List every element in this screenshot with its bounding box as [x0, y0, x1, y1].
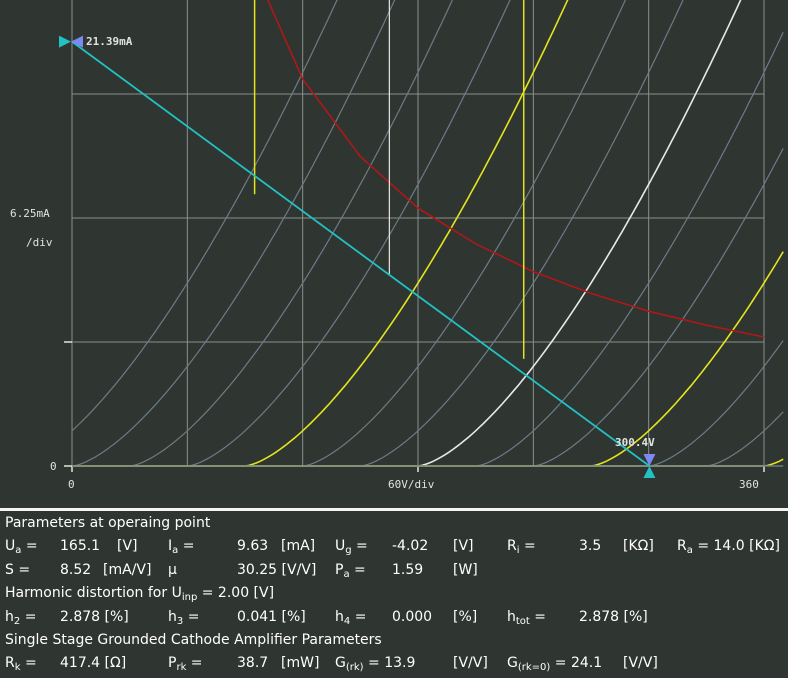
- prk-unit: [mW]: [281, 655, 320, 671]
- anode-characteristics-plot[interactable]: 6.25mA /div 0 0 60V/div 360 21.39mA 300.…: [0, 0, 788, 508]
- highlighted-tube-curve: [72, 0, 569, 467]
- mu-label: μ: [168, 562, 177, 578]
- ri-value: 3.5: [579, 538, 602, 554]
- heading-amplifier-parameters: Single Stage Grounded Cathode Amplifier …: [5, 632, 382, 648]
- current-marker-triangle-left: [59, 35, 71, 48]
- ua-unit: [V]: [117, 538, 138, 554]
- mu-value: 30.25 [V/V]: [237, 562, 317, 578]
- current-cursor-label: 21.39mA: [86, 35, 133, 48]
- tube-curve: [71, 0, 396, 467]
- ia-label: Ia =: [168, 538, 195, 556]
- axis-labels: 6.25mA /div 0 0 60V/div 360 21.39mA 300.…: [10, 35, 759, 491]
- ra-label: Ra = 14.0 [KΩ]: [677, 538, 780, 556]
- h4-value: 0.000: [392, 609, 433, 625]
- ua-value: 165.1: [60, 538, 101, 554]
- ug-value: -4.02: [392, 538, 429, 554]
- grk-unit: [V/V]: [453, 655, 488, 671]
- tube-curve: [72, 32, 784, 467]
- h2-value: 2.878 [%]: [60, 609, 129, 625]
- panel-separator: [0, 508, 788, 511]
- grk0-label: G(rk=0) = 24.1: [507, 655, 603, 673]
- s-unit: [mA/V]: [103, 562, 152, 578]
- y-tick-label-0: 0: [50, 460, 57, 473]
- x-tick-label-360: 360: [739, 478, 759, 491]
- h3-label: h3 =: [168, 609, 200, 627]
- h3-value: 0.041 [%]: [237, 609, 306, 625]
- plot-grid: [64, 0, 765, 472]
- ri-label: Ri =: [507, 538, 536, 556]
- rk-label: Rk =: [5, 655, 37, 673]
- pa-label: Pa =: [335, 562, 366, 580]
- ia-unit: [mA]: [281, 538, 316, 554]
- ug-unit: [V]: [453, 538, 474, 554]
- ug-label: Ug =: [335, 538, 368, 556]
- x-unit-per-div: 60V/div: [388, 478, 435, 491]
- x-tick-label-0: 0: [68, 478, 75, 491]
- pa-value: 1.59: [392, 562, 424, 578]
- current-marker-triangle-right: [71, 35, 83, 48]
- htot-label: htot =: [507, 609, 547, 627]
- tube-curve: [72, 0, 511, 467]
- heading-operating-point: Parameters at operaing point: [5, 515, 211, 531]
- voltage-cursor-label: 300.4V: [615, 436, 655, 449]
- load-line: [71, 40, 650, 467]
- tube-curves: [71, 0, 784, 467]
- h4-unit: [%]: [453, 609, 478, 625]
- pa-unit: [W]: [453, 562, 478, 578]
- tube-curve: [72, 148, 784, 467]
- ri-unit: [KΩ]: [623, 538, 654, 554]
- h4-label: h4 =: [335, 609, 367, 627]
- voltage-marker-triangle-bottom: [643, 466, 656, 478]
- htot-value: 2.878 [%]: [579, 609, 648, 625]
- ua-label: Ua =: [5, 538, 38, 556]
- max-dissipation-curve: [266, 0, 765, 338]
- ia-value: 9.63: [237, 538, 269, 554]
- parameter-panel: Parameters at operaing point Ua = 165.1 …: [0, 511, 788, 678]
- plot-overlays: [59, 0, 765, 478]
- grk0-unit: [V/V]: [623, 655, 658, 671]
- highlighted-tube-curve: [72, 251, 784, 467]
- tube-curve: [72, 0, 453, 467]
- s-value: 8.52: [60, 562, 92, 578]
- highlighted-tube-curve: [72, 458, 784, 467]
- grk-label: G(rk) = 13.9: [335, 655, 416, 673]
- voltage-marker-triangle-top: [643, 454, 656, 466]
- heading-harmonic-distortion: Harmonic distortion for Uinp = 2.00 [V]: [5, 585, 275, 603]
- prk-value: 38.7: [237, 655, 269, 671]
- h2-label: h2 =: [5, 609, 37, 627]
- y-unit-per-div: /div: [26, 236, 53, 249]
- prk-label: Prk =: [168, 655, 203, 673]
- rk-value: 417.4 [Ω]: [60, 655, 127, 671]
- tube-curve: [72, 0, 626, 467]
- s-label: S =: [5, 562, 31, 578]
- tube-curve: [71, 0, 338, 432]
- tube-curve: [72, 0, 684, 467]
- y-tick-label-6.25mA: 6.25mA: [10, 207, 50, 220]
